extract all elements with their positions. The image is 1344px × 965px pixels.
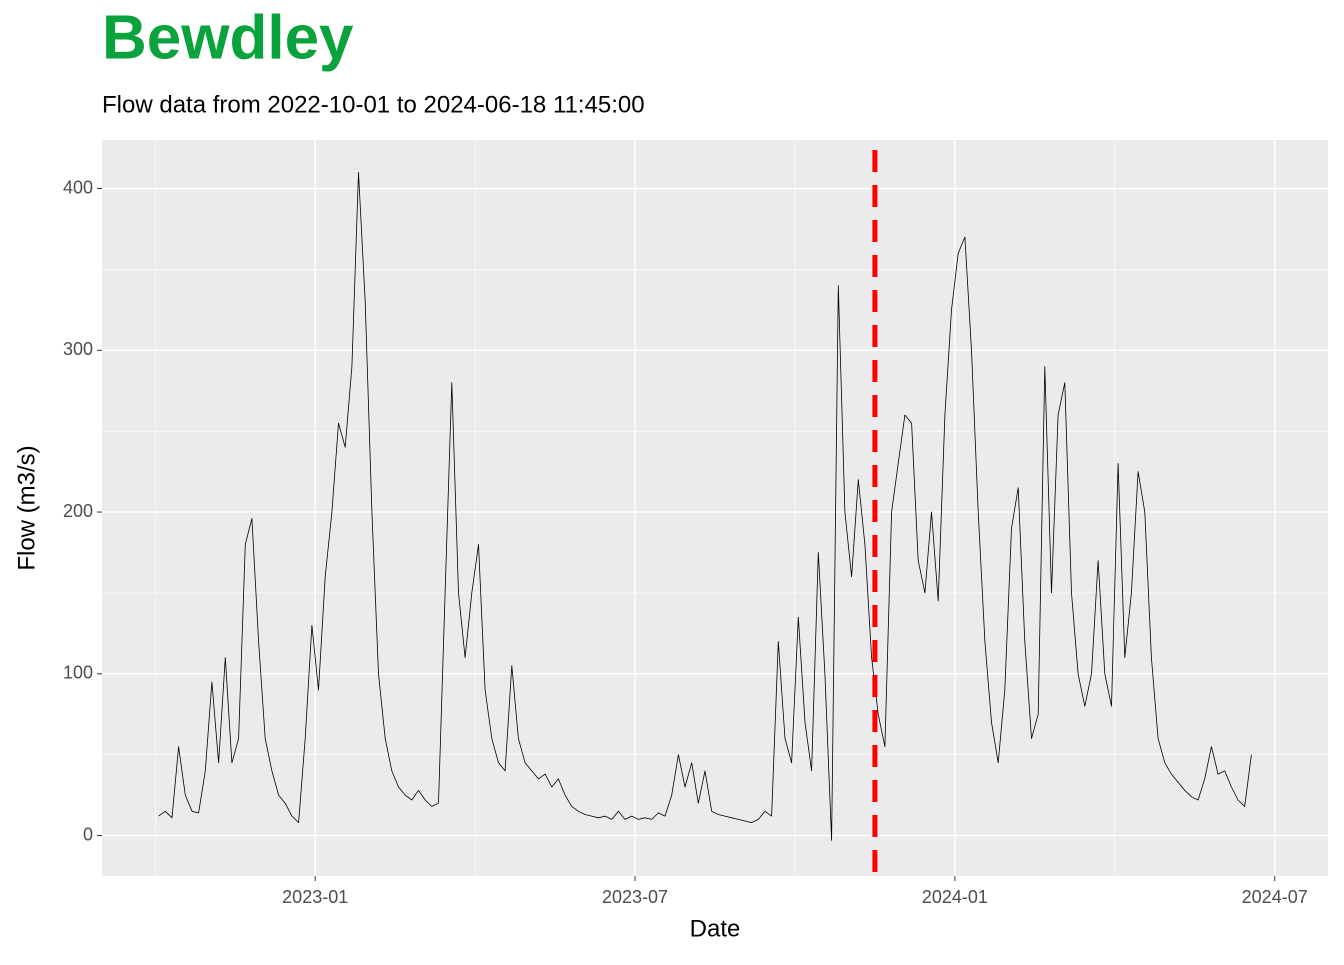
flow-line xyxy=(158,172,1252,841)
plot-panel xyxy=(102,140,1328,876)
x-tick-label: 2024-07 xyxy=(1242,887,1308,907)
y-tick-label: 0 xyxy=(83,824,93,844)
y-tick-label: 100 xyxy=(63,663,93,683)
x-axis-title: Date xyxy=(690,915,741,942)
chart-title: Bewdley xyxy=(102,3,354,72)
y-tick-label: 200 xyxy=(63,501,93,521)
y-axis-title: Flow (m3/s) xyxy=(13,445,40,570)
y-tick-label: 300 xyxy=(63,339,93,359)
chart-subtitle: Flow data from 2022-10-01 to 2024-06-18 … xyxy=(102,91,645,118)
y-tick-label: 400 xyxy=(63,177,93,197)
x-tick-label: 2023-07 xyxy=(602,887,668,907)
x-tick-label: 2024-01 xyxy=(922,887,988,907)
x-tick-label: 2023-01 xyxy=(282,887,348,907)
